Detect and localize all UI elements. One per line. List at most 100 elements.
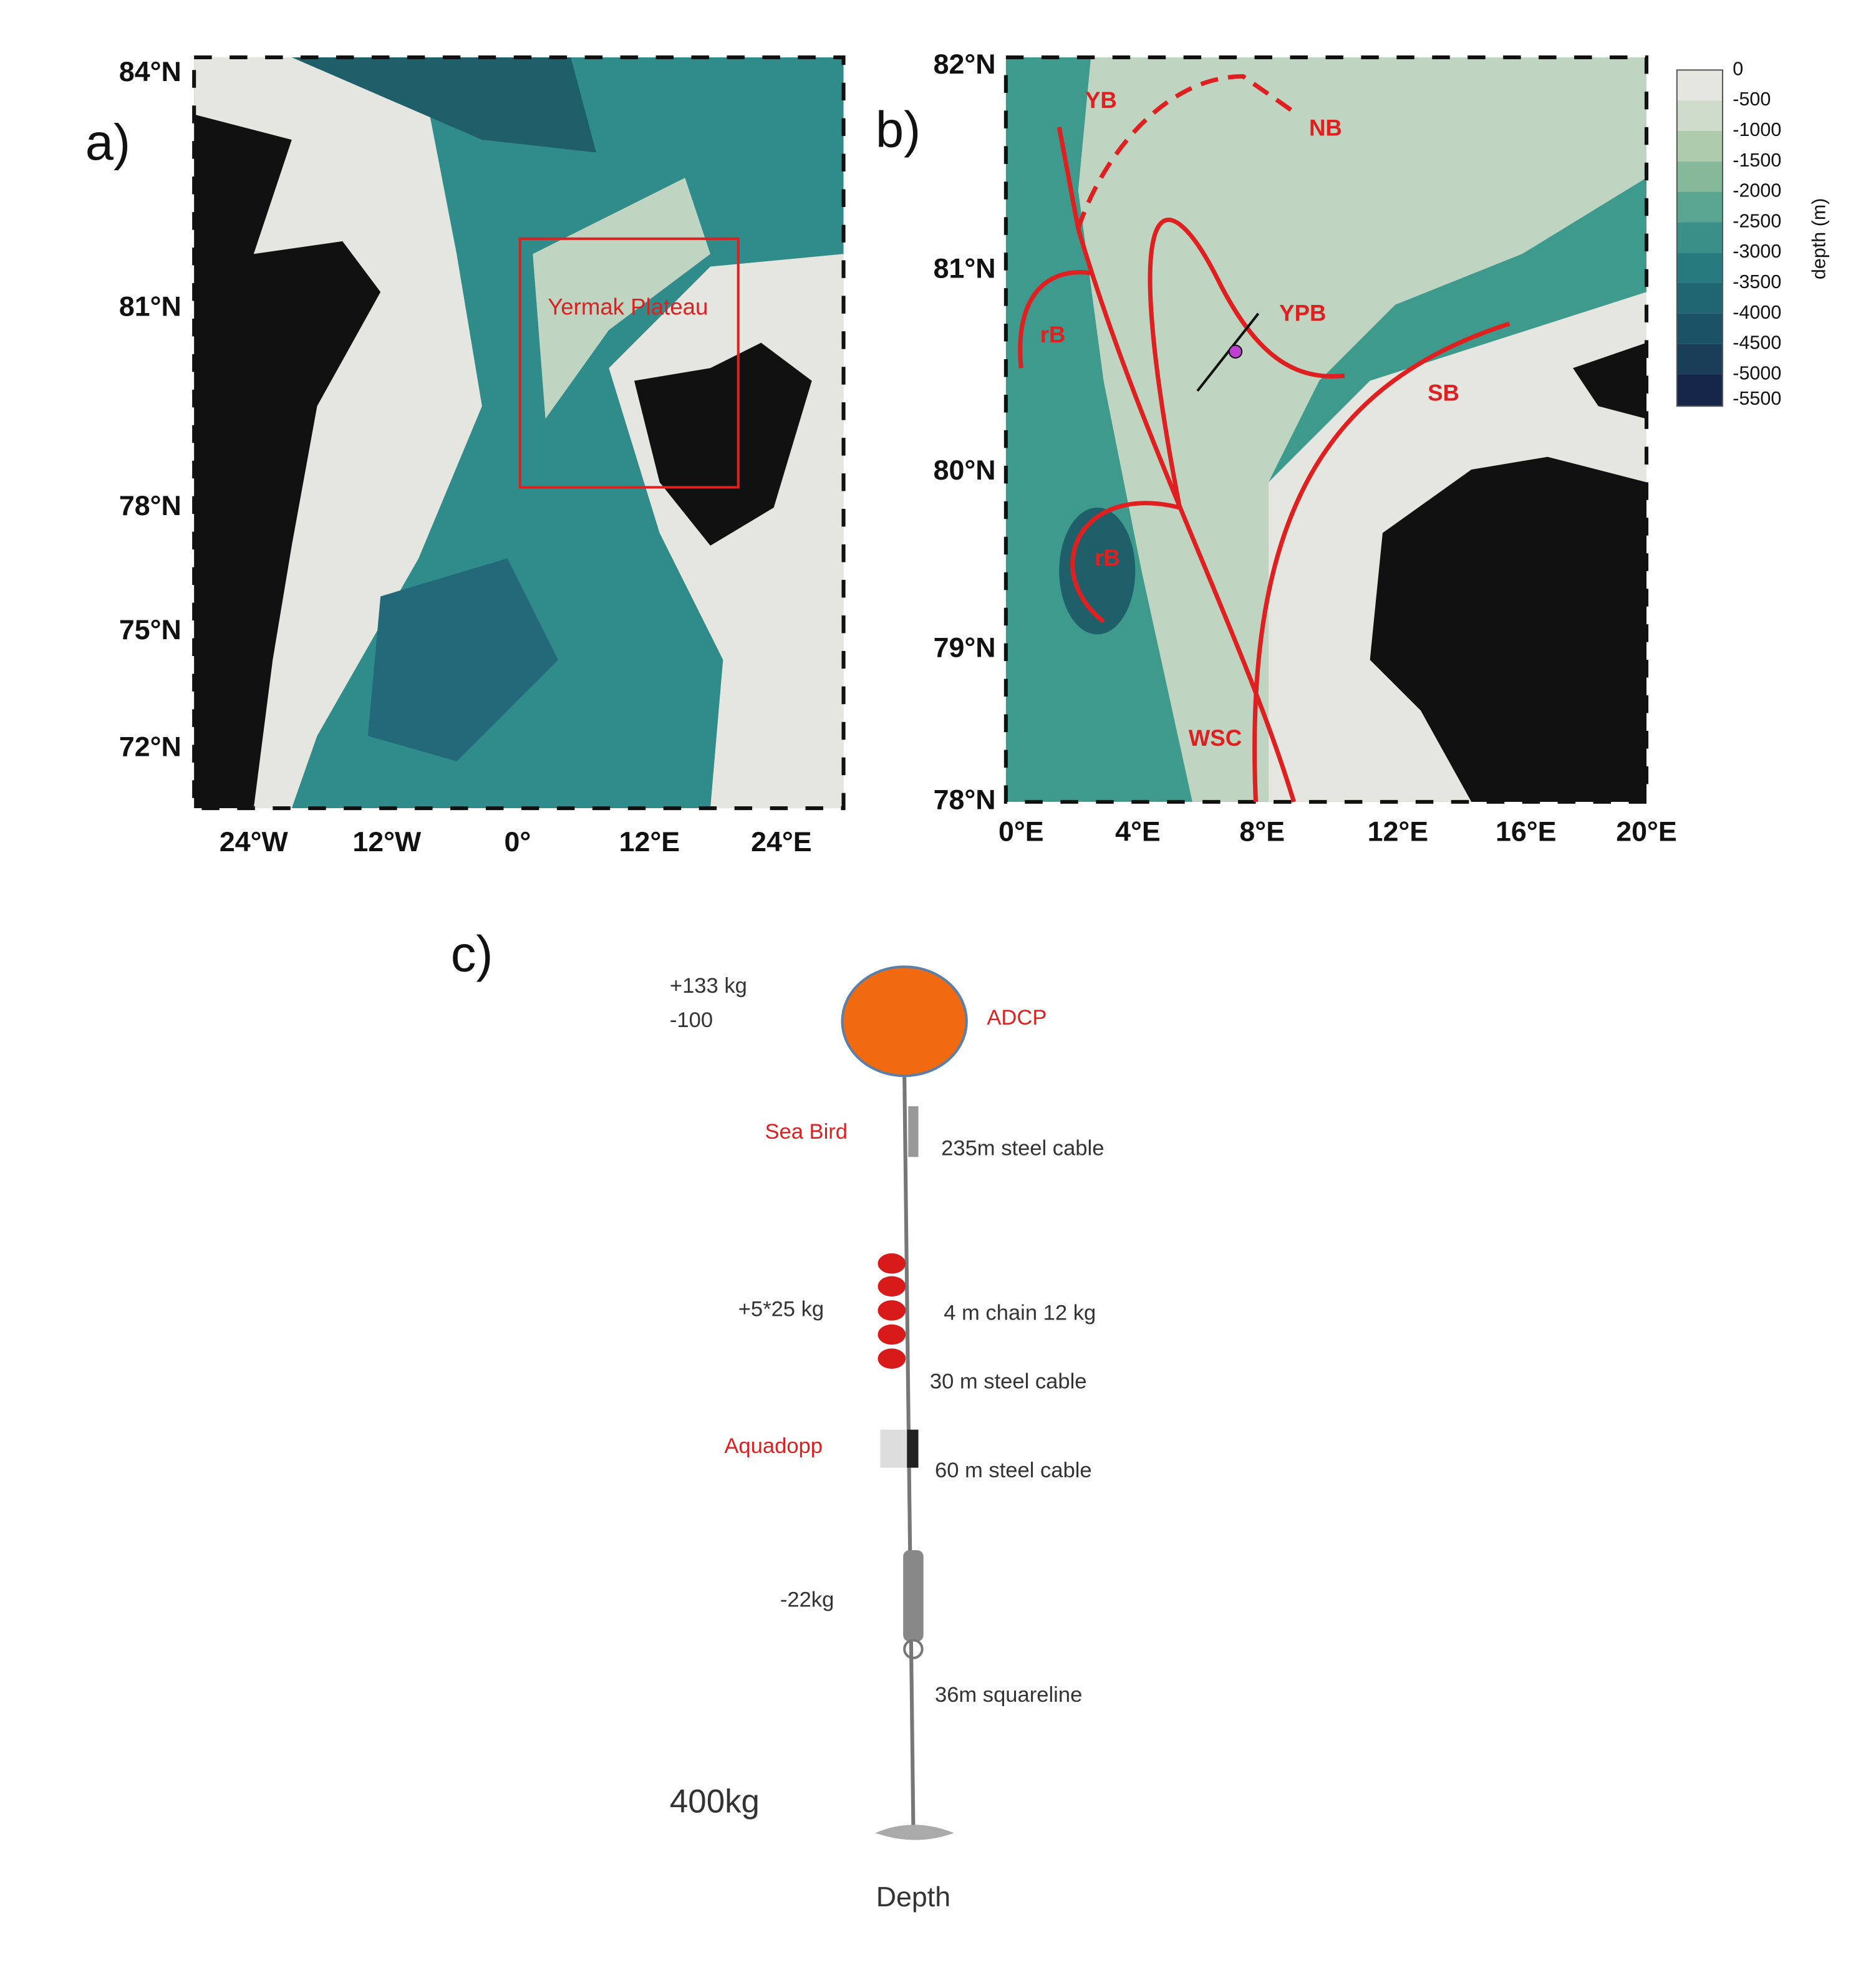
float	[877, 1253, 906, 1274]
current-arrow	[1252, 321, 1511, 803]
map-land	[634, 342, 812, 546]
colorbar-frame	[1676, 69, 1724, 407]
lon-label: 20°E	[1616, 816, 1677, 847]
colorbar-tick: -2000	[1733, 180, 1781, 201]
panel-label: c)	[451, 926, 493, 983]
mooring-label: +133 kg	[670, 974, 747, 998]
mooring-label: 60 m steel cable	[935, 1459, 1092, 1482]
mooring-label: +5*25 kg	[738, 1298, 824, 1321]
panel-a: Yermak Plateau a) 84°N 81°N 78°N 75°N 72…	[85, 55, 846, 857]
mooring-label: 400kg	[670, 1783, 760, 1820]
annotation: rB	[1040, 322, 1066, 347]
map-frame	[192, 55, 846, 811]
colorbar-band	[1676, 253, 1723, 283]
annotation: rB	[1095, 545, 1120, 571]
mooring-label: 4 m chain 12 kg	[944, 1301, 1096, 1325]
colorbar-tick: 0	[1733, 58, 1743, 79]
mooring-label: -22kg	[780, 1588, 834, 1611]
map-deep	[291, 57, 596, 153]
colorbar-band	[1676, 222, 1723, 253]
float	[877, 1324, 906, 1345]
mooring-label: 30 m steel cable	[930, 1370, 1087, 1394]
buoy	[841, 965, 968, 1078]
colorbar-band	[1676, 130, 1723, 162]
panel-label: a)	[85, 114, 130, 171]
colorbar-tick: -500	[1733, 89, 1771, 110]
annotation: YPB	[1279, 301, 1326, 326]
map-land	[1370, 456, 1646, 802]
lon-label: 0°E	[998, 816, 1044, 847]
lat-label: 82°N	[934, 49, 996, 80]
mooring-site	[1228, 344, 1243, 359]
lon-label: 12°E	[619, 826, 680, 857]
colorbar-tick: -3500	[1733, 271, 1781, 292]
anchor	[875, 1825, 954, 1840]
lon-label: 12°W	[352, 826, 422, 857]
lat-label: 72°N	[119, 731, 181, 762]
box-label: Yermak Plateau	[548, 294, 708, 319]
aquadopp	[880, 1429, 909, 1468]
colorbar: 0 -500 -1000 -1500 -2000 -2500 -3000 -35…	[1676, 58, 1830, 409]
lon-label: 0°	[504, 826, 531, 857]
float	[877, 1348, 906, 1369]
colorbar-band	[1676, 161, 1723, 192]
lat-label: 78°N	[119, 490, 181, 521]
lon-label: 16°E	[1496, 816, 1557, 847]
mooring-label: -100	[670, 1008, 713, 1032]
map-deep	[367, 558, 558, 761]
current-arrow	[1070, 501, 1181, 624]
lat-label: 79°N	[934, 632, 996, 663]
colorbar-band	[1676, 70, 1723, 101]
colorbar-band	[1676, 374, 1723, 407]
mooring-label: 235m steel cable	[941, 1136, 1104, 1160]
mooring-label: 36m squareline	[935, 1683, 1082, 1707]
section-line	[1196, 312, 1260, 392]
colorbar-tick: -1000	[1733, 119, 1781, 140]
float	[877, 1300, 906, 1321]
annotation: WSC	[1189, 725, 1242, 751]
colorbar-band	[1676, 283, 1723, 314]
lat-label: 81°N	[934, 253, 996, 284]
map-land	[1573, 342, 1646, 419]
region-box	[518, 237, 740, 489]
panel-c: c) +133 kg -100 ADCP Sea Bird 235m steel…	[451, 926, 1105, 1913]
lon-label: 12°E	[1368, 816, 1429, 847]
clamp	[907, 1429, 919, 1468]
annotation: NB	[1309, 115, 1342, 141]
lat-label: 80°N	[934, 455, 996, 486]
colorbar-band	[1676, 344, 1723, 375]
colorbar-tick: -5500	[1733, 388, 1781, 409]
lon-label: 24°W	[220, 826, 289, 857]
float	[877, 1276, 906, 1297]
current-arrow	[1076, 74, 1295, 229]
mooring-label: Aquadopp	[724, 1434, 823, 1458]
lon-label: 8°E	[1239, 816, 1285, 847]
current-arrow	[1148, 218, 1345, 508]
current-arrow	[1056, 127, 1296, 803]
annotation: YB	[1085, 87, 1117, 113]
lon-label: 4°E	[1115, 816, 1161, 847]
current-paths	[1018, 74, 1511, 803]
mooring-label: Depth	[876, 1881, 950, 1913]
colorbar-tick: -4500	[1733, 332, 1781, 354]
lat-label: 84°N	[119, 56, 181, 87]
current-arrow	[1018, 270, 1091, 369]
colorbar-tick: -2500	[1733, 210, 1781, 231]
lat-label: 81°N	[119, 291, 181, 322]
colorbar-band	[1676, 100, 1723, 131]
colorbar-tick: -3000	[1733, 241, 1781, 262]
shackle	[903, 1639, 924, 1659]
lat-label: 75°N	[119, 614, 181, 645]
mooring-label: ADCP	[987, 1006, 1047, 1030]
map-land	[194, 114, 381, 809]
release	[903, 1550, 924, 1642]
colorbar-title: depth (m)	[1809, 198, 1830, 280]
panel-b: YB NB rB YPB SB rB WSC b) 82°N 81°N 80°N…	[876, 49, 1830, 847]
floats	[877, 1253, 906, 1369]
instrument	[908, 1106, 919, 1157]
lon-label: 24°E	[751, 826, 812, 857]
colorbar-band	[1676, 191, 1723, 223]
colorbar-tick: -1500	[1733, 150, 1781, 171]
